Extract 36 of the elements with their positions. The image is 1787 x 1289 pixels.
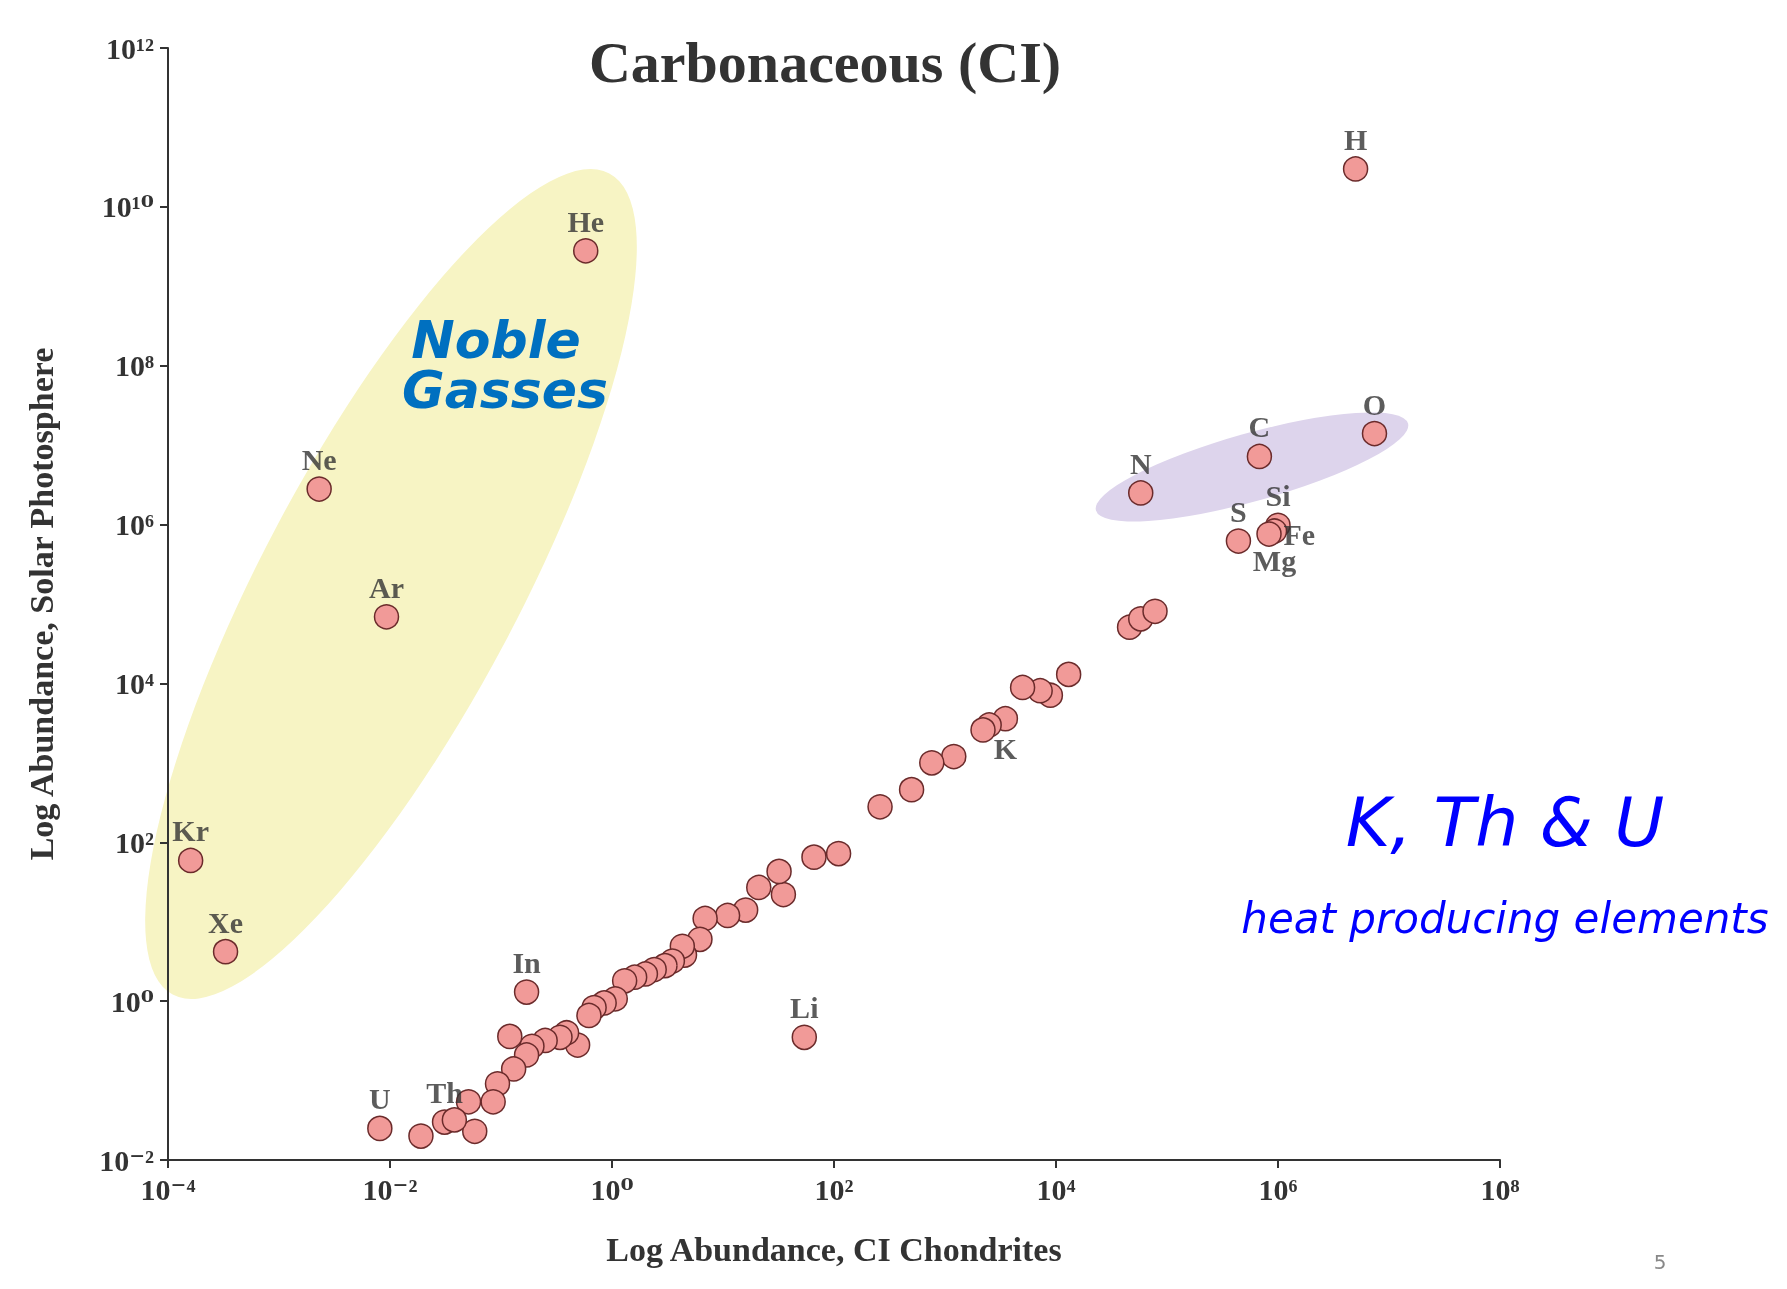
x-tick-label: 10⁰ xyxy=(590,1172,634,1206)
annotation: K, Th & U xyxy=(1345,782,1665,862)
y-tick-label: 10⁶ xyxy=(115,508,154,542)
x-axis-title: Log Abundance, CI Chondrites xyxy=(606,1230,1062,1268)
chart-title: Carbonaceous (CI) xyxy=(588,29,1062,95)
y-tick-label: 10¹² xyxy=(106,31,154,65)
y-tick-label: 10⁸ xyxy=(115,349,154,383)
annotation: He xyxy=(567,204,605,238)
annotation: Xe xyxy=(208,905,244,939)
x-tick-label: 10⁶ xyxy=(1258,1172,1298,1206)
annotation: Ar xyxy=(369,570,404,604)
y-tick-label: 10⁰ xyxy=(110,984,154,1018)
annotation: Ne xyxy=(301,443,337,477)
x-tick-label: 10⁴ xyxy=(1036,1172,1076,1206)
annotation: Noble Gasses xyxy=(402,310,608,420)
annotation: heat producing elements xyxy=(1241,893,1769,943)
annotation: C xyxy=(1248,410,1271,444)
x-tick-label: 10² xyxy=(814,1172,854,1206)
y-tick-label: 10¹⁰ xyxy=(101,190,154,224)
annotation: H xyxy=(1343,122,1368,156)
annotation: S xyxy=(1230,495,1247,529)
annotation: U xyxy=(369,1082,391,1116)
annotation: N xyxy=(1129,446,1152,480)
x-tick-label: 10⁸ xyxy=(1480,1172,1520,1206)
y-tick-label: 10² xyxy=(115,825,154,859)
annotation: O xyxy=(1362,387,1387,421)
annotation: In xyxy=(512,946,542,980)
y-tick-label: 10⁴ xyxy=(115,666,154,700)
annotation: Si xyxy=(1265,479,1291,513)
annotation: Li xyxy=(790,991,819,1025)
annotation: K xyxy=(993,731,1018,765)
x-tick-label: 10⁻² xyxy=(362,1172,418,1206)
annotation: Kr xyxy=(172,814,209,848)
y-axis-title: Log Abundance, Solar Photosphere xyxy=(22,347,60,861)
annotation: Th xyxy=(426,1076,464,1110)
text: 5 xyxy=(1653,1250,1667,1274)
